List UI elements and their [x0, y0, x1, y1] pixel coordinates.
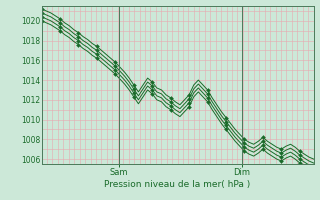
X-axis label: Pression niveau de la mer( hPa ): Pression niveau de la mer( hPa )	[104, 180, 251, 189]
